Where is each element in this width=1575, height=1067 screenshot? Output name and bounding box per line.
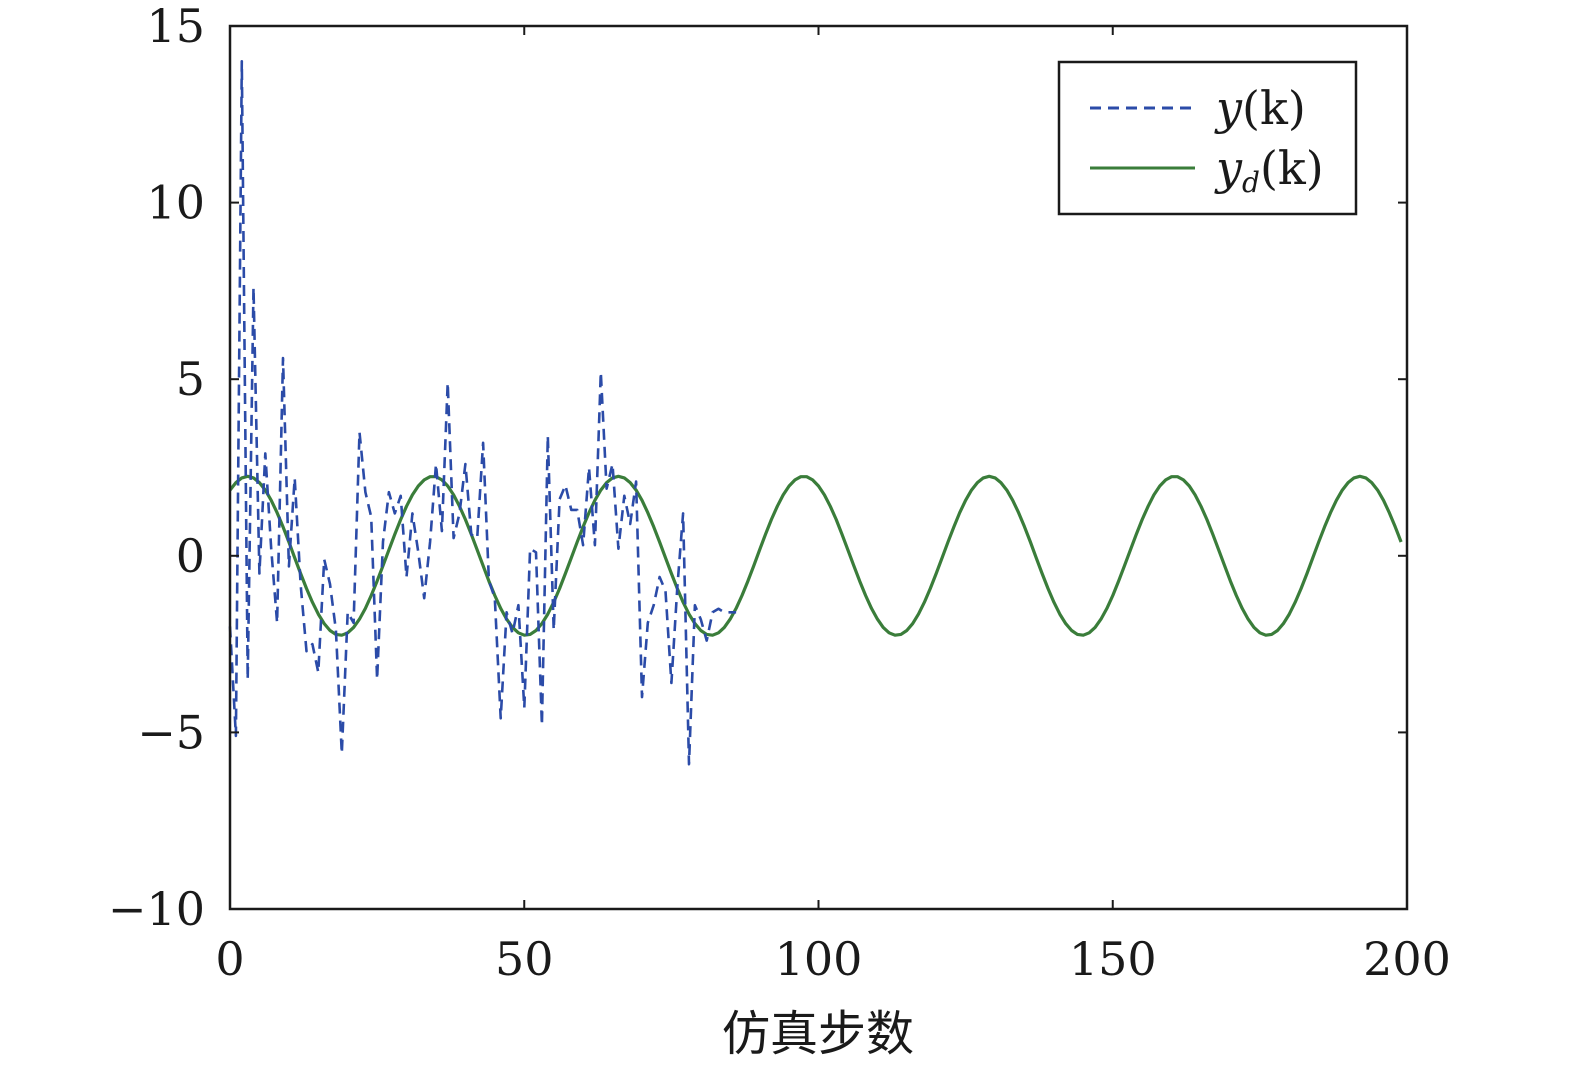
y-tick-label: −5 <box>137 705 205 759</box>
tick-labels: 0 50 100 150 200 −10 −5 0 5 10 15 <box>108 0 1451 986</box>
legend-label-yd: yd(k) <box>1214 141 1324 199</box>
y-tick-label: 15 <box>146 0 205 53</box>
y-tick-label: 5 <box>176 352 205 406</box>
y-tick-label: −10 <box>108 882 205 936</box>
x-tick-label: 200 <box>1363 932 1451 986</box>
ticks <box>229 25 1408 910</box>
x-tick-label: 50 <box>495 932 554 986</box>
legend: y(k) yd(k) <box>1057 60 1358 216</box>
x-tick-label: 150 <box>1069 932 1157 986</box>
x-axis-label: 仿真步数 <box>722 1006 914 1062</box>
legend-box <box>1057 60 1358 216</box>
legend-label-y: y(k) <box>1214 81 1306 135</box>
y-tick-label: 10 <box>146 176 205 230</box>
series-yd-line <box>228 474 1403 637</box>
x-tick-label: 0 <box>215 932 244 986</box>
y-tick-label: 0 <box>176 529 205 583</box>
plot-lines <box>228 59 1403 766</box>
series-y-line <box>228 59 737 766</box>
x-tick-label: 100 <box>775 932 863 986</box>
